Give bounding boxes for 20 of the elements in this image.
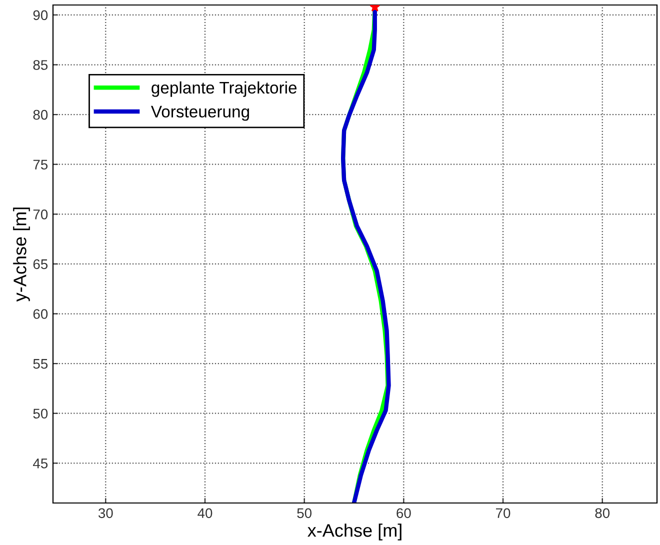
y-tick-label: 70 [33,209,48,220]
x-tick-label: 50 [297,508,312,518]
y-tick-label: 65 [33,259,48,270]
y-tick-label: 45 [33,458,48,468]
y-tick-label: 85 [33,60,48,70]
legend-label: geplante Trajektorie [152,81,297,97]
y-tick-label: 55 [33,359,48,369]
y-tick-label: 50 [33,408,48,419]
x-axis-title: x-Achse [m] [308,524,402,540]
x-tick-label: 80 [595,508,610,518]
x-tick-label: 70 [496,508,510,518]
y-tick-label: 80 [33,110,48,120]
x-tick-label: 40 [198,508,212,518]
y-tick-label: 75 [33,160,48,170]
legend-label: Vorsteuerung [150,106,249,121]
x-tick-label: 60 [396,508,411,518]
y-tick-label: 60 [33,309,48,319]
y-tick-label: 90 [33,10,48,20]
y-axis-title: y-Achse [m] [13,208,30,302]
x-tick-label: 30 [98,508,113,518]
